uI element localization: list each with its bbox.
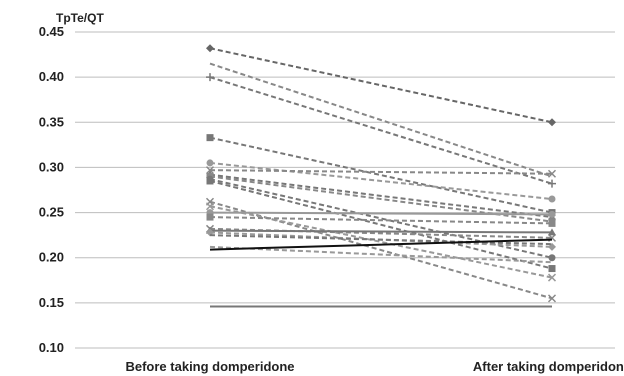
y-tick-label: 0.25 — [39, 205, 64, 220]
y-tick-label: 0.40 — [39, 69, 64, 84]
series-segment — [209, 216, 553, 225]
series-segment — [209, 47, 553, 124]
y-tick-label: 0.10 — [39, 340, 64, 355]
data-point — [206, 134, 214, 142]
series-segment — [209, 76, 553, 185]
gridlines — [75, 31, 615, 349]
series-line — [206, 159, 556, 203]
data-point — [548, 254, 556, 262]
data-point — [206, 213, 214, 221]
series-line — [205, 166, 557, 178]
series-segment — [209, 234, 553, 246]
y-tick-label: 0.35 — [39, 114, 64, 129]
series-line — [206, 213, 556, 227]
data-point — [548, 210, 556, 218]
data-point — [206, 73, 214, 82]
y-axis-label: TpTe/QT — [56, 11, 104, 25]
x-axis-tick-labels: Before taking domperidone After taking do… — [125, 359, 624, 374]
series-segment — [209, 175, 553, 223]
series-segment — [209, 245, 553, 264]
data-point — [548, 265, 556, 273]
series-segment — [209, 173, 553, 219]
data-point — [547, 273, 557, 282]
series-segment — [209, 178, 553, 259]
data-point — [206, 44, 214, 53]
series-segment — [209, 229, 553, 234]
data-point — [206, 159, 214, 167]
series-segment — [209, 211, 553, 216]
data-point — [548, 179, 556, 188]
data-point — [205, 202, 215, 211]
series-line — [209, 238, 553, 251]
y-tick-label: 0.30 — [39, 159, 64, 174]
series-segment — [209, 161, 553, 201]
series-line — [206, 134, 556, 217]
x-tick-label: After taking domperidone — [473, 359, 624, 374]
series-segment — [209, 136, 553, 214]
series-line — [209, 245, 553, 264]
series-lines — [205, 44, 557, 308]
series-segment — [209, 238, 553, 251]
y-tick-label: 0.20 — [39, 250, 64, 265]
data-point — [547, 294, 557, 303]
data-point — [548, 195, 556, 203]
y-tick-label: 0.15 — [39, 295, 64, 310]
series-line — [209, 62, 553, 178]
series-segment — [209, 169, 553, 175]
series-segment — [209, 180, 553, 270]
data-point — [548, 118, 556, 127]
data-point — [205, 166, 215, 175]
data-point — [548, 219, 556, 227]
data-point — [548, 228, 556, 236]
x-tick-label: Before taking domperidone — [125, 359, 294, 374]
y-axis-tick-labels: 0.10 0.15 0.20 0.25 0.30 0.35 0.40 0.45 — [39, 24, 64, 355]
data-point — [206, 177, 214, 185]
series-line — [206, 44, 556, 127]
y-tick-label: 0.45 — [39, 24, 64, 39]
series-line — [206, 73, 556, 188]
series-segment — [209, 62, 553, 178]
series-line — [209, 234, 553, 246]
data-point — [547, 169, 557, 178]
series-line — [206, 177, 556, 273]
